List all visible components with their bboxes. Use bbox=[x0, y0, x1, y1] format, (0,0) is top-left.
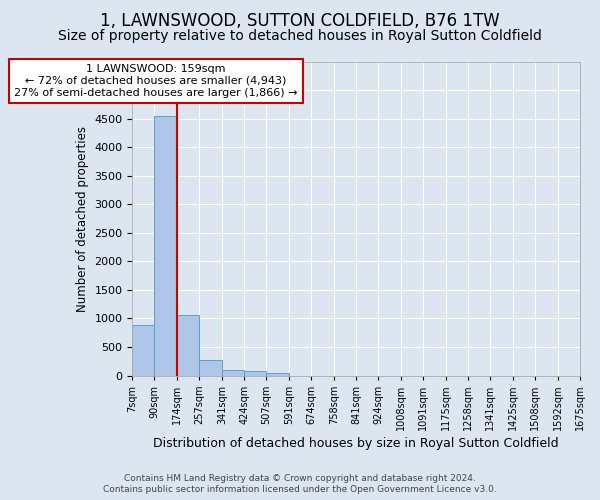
Text: Size of property relative to detached houses in Royal Sutton Coldfield: Size of property relative to detached ho… bbox=[58, 29, 542, 43]
Text: Contains HM Land Registry data © Crown copyright and database right 2024.
Contai: Contains HM Land Registry data © Crown c… bbox=[103, 474, 497, 494]
Text: 1 LAWNSWOOD: 159sqm
← 72% of detached houses are smaller (4,943)
27% of semi-det: 1 LAWNSWOOD: 159sqm ← 72% of detached ho… bbox=[14, 64, 298, 98]
Bar bbox=[177, 315, 199, 376]
Bar bbox=[154, 116, 177, 376]
Text: 1, LAWNSWOOD, SUTTON COLDFIELD, B76 1TW: 1, LAWNSWOOD, SUTTON COLDFIELD, B76 1TW bbox=[100, 12, 500, 30]
Y-axis label: Number of detached properties: Number of detached properties bbox=[76, 126, 89, 312]
Bar bbox=[132, 326, 154, 376]
Bar bbox=[199, 360, 222, 376]
Bar bbox=[266, 372, 289, 376]
Bar bbox=[222, 370, 244, 376]
X-axis label: Distribution of detached houses by size in Royal Sutton Coldfield: Distribution of detached houses by size … bbox=[153, 437, 559, 450]
Bar bbox=[244, 371, 266, 376]
